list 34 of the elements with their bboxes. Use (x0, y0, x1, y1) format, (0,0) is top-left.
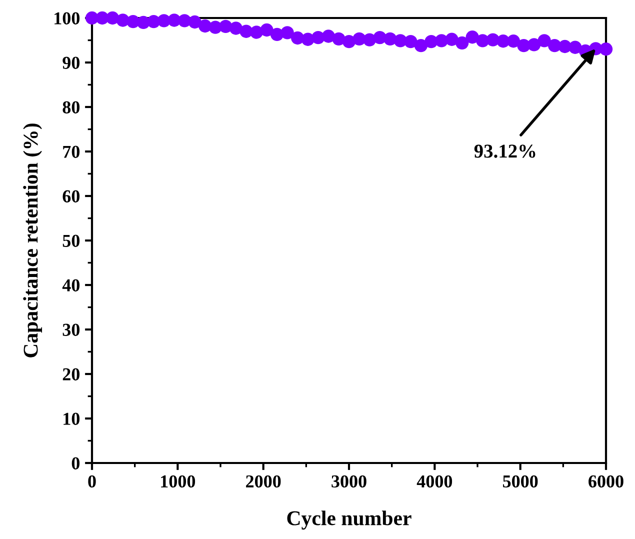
point (414, 39, 428, 52)
y-tick-label: 40 (62, 279, 80, 292)
x-tick-label: 4000 (416, 475, 452, 488)
y-tick-label: 10 (64, 412, 80, 425)
x-tick-label: 1000 (161, 475, 196, 488)
point (506, 34, 520, 48)
x-tick-label: 5000 (503, 475, 538, 488)
y-tick-label: 20 (62, 368, 80, 380)
y-tick-label: 70 (63, 146, 80, 158)
annotation: 93.12% (474, 144, 536, 158)
y-tick-label: 60 (62, 190, 80, 202)
point (538, 34, 551, 48)
point (188, 15, 202, 29)
point (404, 34, 418, 48)
point (527, 38, 541, 52)
point (280, 26, 294, 40)
y-axis-title: Capacitance retention (%) (23, 124, 42, 358)
x-tick-label: 6000 (588, 475, 624, 488)
x-axis-title: Cycle number (287, 510, 412, 530)
point (260, 23, 274, 37)
point (445, 32, 458, 46)
point (599, 42, 613, 56)
x-tick-label: 3000 (332, 475, 366, 488)
y-tick-label: 0 (72, 457, 80, 470)
point (455, 36, 469, 50)
y-tick-label: 80 (62, 101, 80, 114)
point (568, 40, 582, 54)
x-tick-label: 2000 (246, 475, 281, 488)
y-tick-label: 90 (62, 56, 80, 69)
y-tick-label: 100 (54, 12, 80, 24)
y-tick-label: 50 (62, 234, 80, 247)
x-tick-label: 0 (88, 475, 96, 488)
y-tick-label: 30 (62, 324, 80, 336)
point (466, 30, 479, 44)
